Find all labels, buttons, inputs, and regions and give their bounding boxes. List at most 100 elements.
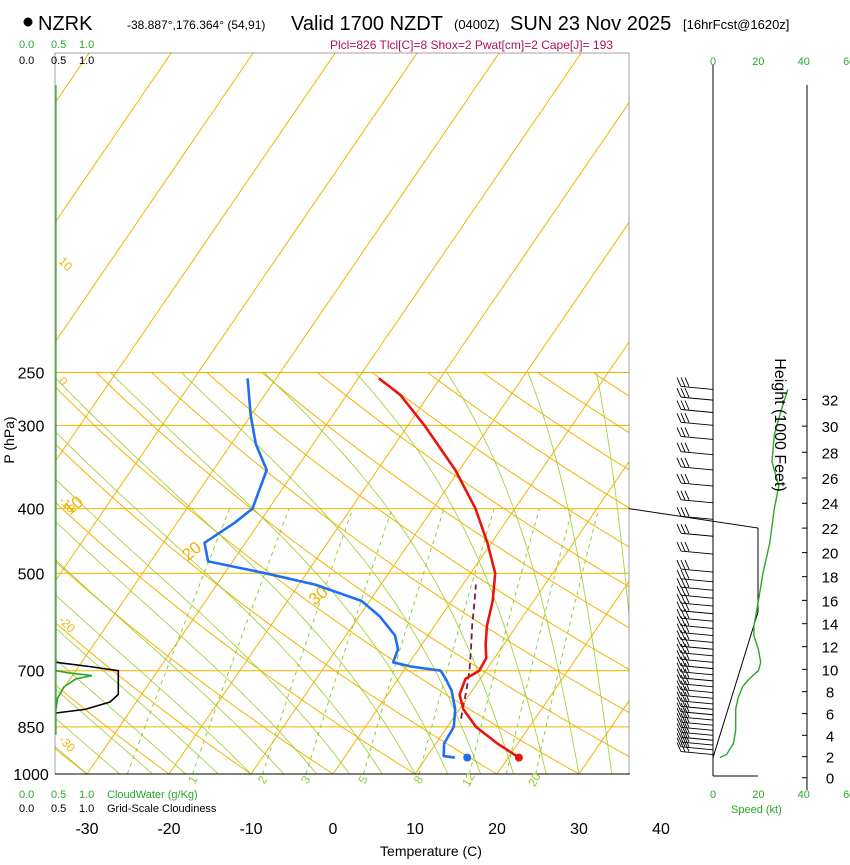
- wind-barb: [677, 458, 713, 470]
- height-tick-label: 22: [822, 521, 839, 538]
- wind-barb-feather: [677, 738, 681, 747]
- isotherm-line: [87, 53, 581, 774]
- wind-barb-staff: [681, 672, 713, 675]
- wind-barb-feather: [677, 602, 681, 611]
- height-tick-label: 30: [822, 419, 839, 436]
- isotherm-line: [497, 53, 850, 774]
- height-tick-label: 26: [822, 471, 839, 488]
- wind-barb-feather: [677, 560, 681, 569]
- theta-label: 20: [178, 538, 205, 565]
- wind-barb-feather: [677, 443, 681, 452]
- wind-barb-feather: [677, 427, 681, 436]
- wind-barb-feather: [685, 474, 689, 483]
- wind-barb-staff: [681, 659, 713, 662]
- wind-barb-feather: [685, 427, 689, 436]
- height-tick-label: 32: [822, 393, 839, 410]
- wind-barb-feather: [677, 491, 681, 500]
- plot-area-lines: [0, 53, 850, 774]
- background-lines: [0, 53, 850, 774]
- wind-barb-feather: [677, 401, 681, 410]
- cloudwater-axis-label: CloudWater (g/Kg): [107, 789, 198, 801]
- temperature-tick-label: 20: [488, 821, 506, 838]
- wind-barb-staff: [681, 695, 713, 698]
- pressure-tick-label: 1000: [13, 767, 49, 784]
- wind-barb: [677, 443, 713, 455]
- cloudwater-bottom-tick-2: 1.0: [79, 789, 94, 801]
- speed-tick-top: 20: [752, 56, 764, 68]
- isotherm-label: 10: [56, 254, 76, 274]
- wind-barb-staff: [681, 452, 713, 455]
- cloudiness-bottom-tick-0: 0.0: [19, 803, 34, 815]
- wind-barb-feather: [685, 560, 689, 569]
- wind-barb: [677, 524, 713, 536]
- wind-barb-feather: [685, 458, 689, 467]
- height-tick-label: 16: [822, 593, 839, 610]
- mixing-ratio-line: [419, 509, 494, 774]
- wind-barb-feather: [681, 491, 685, 500]
- wind-barb-feather: [677, 542, 681, 551]
- wind-barb: [677, 377, 713, 389]
- dry-adiabat-line: [593, 373, 850, 775]
- cloudwater-bottom-tick-1: 0.5: [51, 789, 66, 801]
- wind-barb-feather: [677, 743, 681, 752]
- cloudwater-top-tick-2: 1.0: [79, 39, 94, 51]
- wind-barb: [677, 542, 713, 554]
- cloudiness-top-tick-1: 0.5: [51, 55, 66, 67]
- wind-barb-feather: [685, 507, 689, 516]
- profiles: [56, 85, 523, 762]
- surface-temperature-marker: [515, 754, 523, 762]
- isotherm-line: [0, 53, 89, 774]
- wind-barb-feather: [677, 728, 681, 737]
- mixing-ratio-line: [306, 509, 392, 774]
- station-id: NZRK: [38, 13, 93, 35]
- wind-barb-feather: [685, 377, 689, 386]
- height-axis-title: Height (1000 Feet): [771, 358, 788, 491]
- cloudiness-bottom-tick-1: 0.5: [51, 803, 66, 815]
- wind-barb-staff: [681, 666, 713, 669]
- forecast-date: SUN 23 Nov 2025: [510, 13, 671, 35]
- pressure-tick-label: 400: [18, 502, 45, 519]
- temperature-tick-label: 10: [406, 821, 424, 838]
- wind-barb-feather: [681, 474, 685, 483]
- station-location: -38.887°,176.364° (54,91): [127, 18, 265, 32]
- temperature-tick-label: -30: [75, 821, 98, 838]
- isotherm-line: [0, 53, 335, 774]
- wind-barb-staff: [681, 436, 713, 439]
- temperature-profile-line: [379, 378, 519, 757]
- cloudwater-top-tick-0: 0.0: [19, 39, 34, 51]
- wind-barb-staff: [681, 678, 713, 681]
- wind-barb-feather: [677, 718, 681, 727]
- wind-barb: [677, 669, 713, 681]
- height-tick-label: 28: [822, 445, 839, 462]
- wind-barb-staff: [681, 397, 713, 400]
- isotherm-line: [251, 53, 745, 774]
- wind-barb-staff: [681, 422, 713, 425]
- wind-barb-feather: [677, 474, 681, 483]
- height-tick-label: 6: [826, 707, 834, 724]
- height-tick-label: 4: [826, 728, 834, 745]
- wind-barb-feather: [677, 507, 681, 516]
- y-axis-title: P (hPa): [1, 416, 17, 463]
- wind-barb: [677, 491, 713, 503]
- wind-barb-feather: [685, 570, 689, 579]
- wind-barb: [677, 507, 713, 519]
- wind-barb-feather: [681, 458, 685, 467]
- mixing-ratio-label: 20: [525, 770, 544, 789]
- cloudiness-top-tick-0: 0.0: [19, 55, 34, 67]
- cloudwater-profile-line: [56, 671, 92, 710]
- wind-barb-feather: [677, 570, 681, 579]
- wind-barb-feather: [685, 443, 689, 452]
- surface-dewpoint-marker: [463, 754, 471, 762]
- speed-tick-bottom: 0: [710, 789, 716, 801]
- wind-barb-feather: [677, 413, 681, 422]
- wind-barb: [677, 560, 713, 572]
- wind-barb-feather: [681, 507, 685, 516]
- speed-tick-top: 40: [798, 56, 810, 68]
- mixing-ratio-label: 3: [298, 773, 314, 786]
- cloudiness-top-tick-2: 1.0: [79, 55, 94, 67]
- pressure-tick-label: 850: [18, 720, 45, 737]
- wind-barb-feather: [681, 427, 685, 436]
- mixing-ratio-label: 8: [411, 773, 427, 786]
- mixing-ratio-label: 2: [255, 773, 271, 786]
